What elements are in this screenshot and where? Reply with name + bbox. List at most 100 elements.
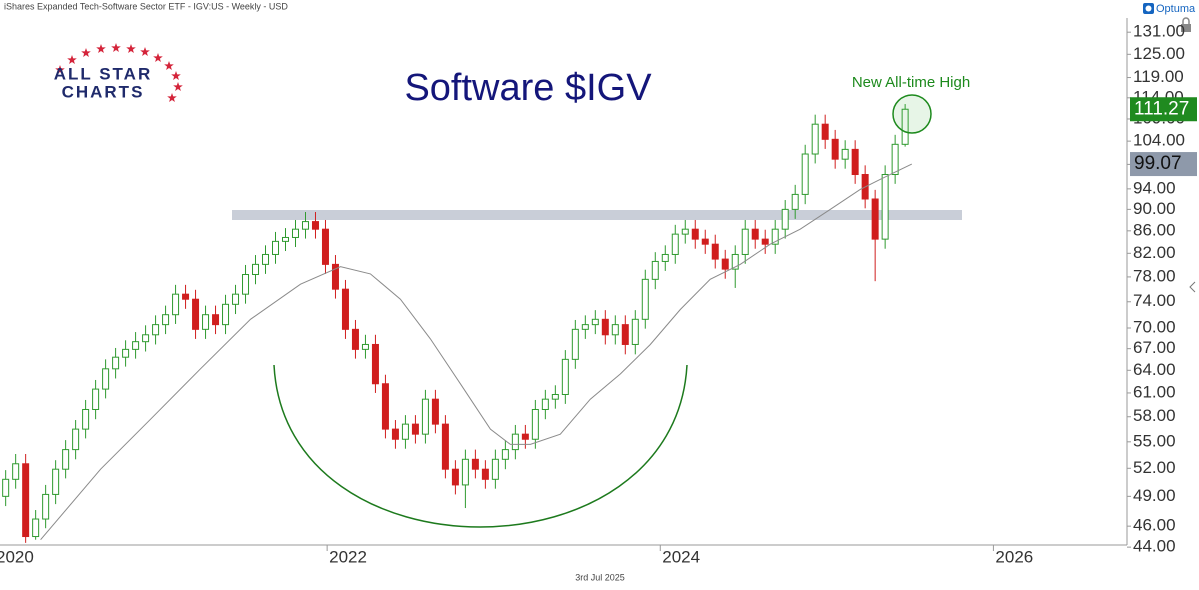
- x-tick-label: 2024: [662, 547, 700, 566]
- annotation: New All-time High: [852, 74, 970, 91]
- candle-body: [22, 463, 30, 538]
- x-tick-label: 2026: [995, 547, 1033, 566]
- header: iShares Expanded Tech-Software Sector ET…: [4, 1, 288, 11]
- candle-body: [431, 398, 439, 425]
- candle-body: [501, 449, 509, 460]
- candle-body: [262, 253, 270, 265]
- moving-average-line: [40, 163, 913, 541]
- axes: 44.00 46.00 49.00 52.00 55.00 58.00 61.00 64.00…: [0, 22, 1197, 566]
- candle-body: [551, 393, 559, 400]
- candle-body: [102, 368, 110, 390]
- candle-body: [202, 314, 210, 330]
- vendor-name: Optuma: [1156, 3, 1196, 15]
- candle-body: [192, 298, 200, 330]
- y-tick-label: 46.00: [1133, 516, 1176, 535]
- candle-body: [641, 278, 649, 320]
- candle-body: [581, 324, 589, 330]
- candle-body: [621, 324, 629, 345]
- last-price-label: 111.27: [1134, 98, 1189, 119]
- y-tick-label: 82.00: [1133, 243, 1176, 262]
- candle-body: [411, 423, 419, 435]
- candle-body: [891, 143, 899, 176]
- candle-body: [601, 318, 609, 336]
- candle-body: [691, 228, 699, 240]
- y-tick-label: 104.00: [1133, 131, 1185, 150]
- y-tick-label: 58.00: [1133, 406, 1176, 425]
- candle-body: [651, 260, 659, 280]
- candle-body: [591, 318, 599, 326]
- candle-body: [661, 253, 669, 262]
- candle-body: [841, 148, 849, 160]
- y-tick-label: 52.00: [1133, 458, 1176, 477]
- candle-body: [182, 293, 190, 300]
- y-tick-label: 74.00: [1133, 291, 1176, 310]
- y-tick-label: 90.00: [1133, 199, 1176, 218]
- candle-body: [301, 221, 309, 230]
- candle-body: [561, 358, 569, 395]
- x-tick-label: 2022: [329, 547, 367, 566]
- candle-body: [162, 314, 170, 326]
- candle-body: [72, 428, 80, 451]
- candle-body: [451, 468, 459, 486]
- candle-body: [92, 388, 100, 410]
- y-tick-label: 78.00: [1133, 266, 1176, 285]
- plot-area: [2, 104, 913, 543]
- candle-body: [391, 428, 399, 440]
- logo-line: ALL STAR: [54, 64, 152, 83]
- candle-body: [871, 198, 879, 240]
- y-tick-label: 67.00: [1133, 338, 1176, 357]
- y-tick-label: 125.00: [1133, 44, 1185, 63]
- candle-body: [112, 356, 120, 370]
- candle-body: [801, 153, 809, 195]
- candle-body: [851, 148, 859, 176]
- candle-body: [881, 174, 889, 240]
- candle-body: [741, 228, 749, 255]
- y-tick-label: 94.00: [1133, 178, 1176, 197]
- candle-body: [901, 108, 909, 145]
- y-tick-label: 86.00: [1133, 220, 1176, 239]
- candle-body: [351, 328, 359, 350]
- last-price-box: [1130, 97, 1197, 122]
- candle-body: [681, 228, 689, 235]
- highlight-circle: [892, 94, 932, 134]
- candle-body: [272, 240, 280, 255]
- y-tick-label: 70.00: [1133, 317, 1176, 336]
- candle-body: [441, 423, 449, 470]
- candle-body: [252, 263, 260, 276]
- candle-body: [12, 463, 20, 480]
- candle-body: [311, 221, 319, 230]
- date-label: 3rd Jul 2025: [575, 572, 625, 582]
- brand-logo: ALL STAR CHARTS: [54, 43, 183, 102]
- candle-body: [32, 518, 40, 538]
- lock-icon: [1181, 17, 1191, 32]
- candle-body: [721, 258, 729, 270]
- y-tick-label: 131.00: [1133, 22, 1185, 41]
- candle-body: [132, 341, 140, 350]
- candle-body: [401, 423, 409, 440]
- y-tick-label: 119.00: [1133, 67, 1184, 86]
- candle-body: [571, 328, 579, 360]
- candle-body: [62, 449, 70, 470]
- x-tick-label: 2020: [0, 547, 34, 566]
- candle-body: [152, 324, 160, 336]
- candle-body: [521, 433, 529, 440]
- candle-body: [811, 123, 819, 155]
- y-tick-label: 49.00: [1133, 486, 1176, 505]
- scroll-marker: [1189, 281, 1196, 293]
- candle-body: [371, 343, 379, 385]
- candle-body: [122, 348, 130, 358]
- candle-body: [781, 208, 789, 230]
- candle-body: [172, 293, 180, 316]
- candle-body: [281, 236, 289, 242]
- candle-body: [711, 243, 719, 260]
- candle-body: [631, 318, 639, 345]
- candle-body: [421, 398, 429, 435]
- candle-body: [331, 263, 339, 290]
- candle-body: [751, 228, 759, 240]
- candle-body: [291, 228, 299, 238]
- candle-body: [701, 238, 709, 245]
- candle-body: [242, 274, 250, 295]
- vendor-logo: Optuma: [1143, 3, 1196, 15]
